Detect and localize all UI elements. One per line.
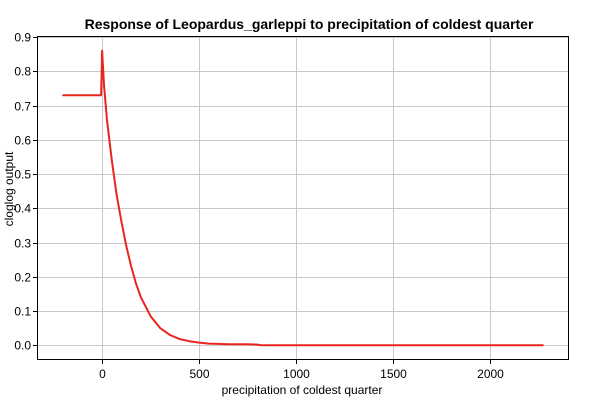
x-axis-label: precipitation of coldest quarter xyxy=(222,383,383,397)
y-tick-label: 0.5 xyxy=(14,168,31,182)
plot-frame xyxy=(37,36,569,360)
x-tick-label: 1000 xyxy=(283,367,310,381)
series-layer xyxy=(62,49,544,347)
y-axis-label: cloglog output xyxy=(2,151,16,226)
x-tick-label: 2000 xyxy=(477,367,504,381)
y-tick-label: 0.2 xyxy=(14,271,31,285)
chart-title: Response of Leopardus_garleppi to precip… xyxy=(85,16,534,32)
x-tick-label: 1500 xyxy=(380,367,407,381)
y-tick-label: 0.4 xyxy=(14,202,31,216)
grid xyxy=(38,37,568,359)
series-line-0 xyxy=(62,49,544,347)
y-tick-label: 0.7 xyxy=(14,100,31,114)
x-tick-label: 500 xyxy=(189,367,209,381)
y-tick-label: 0.0 xyxy=(14,339,31,353)
x-tick-label: 0 xyxy=(99,367,106,381)
y-tick-label: 0.6 xyxy=(14,134,31,148)
y-tick-label: 0.9 xyxy=(14,31,31,45)
ticks: 0 500 1000 1500 2000 0.0 0.1 0.2 0.3 0.4 0.5 0.6 0.7… xyxy=(14,31,504,382)
y-tick-label: 0.8 xyxy=(14,65,31,79)
y-tick-label: 0.3 xyxy=(14,237,31,251)
y-tick-label: 0.1 xyxy=(14,305,31,319)
